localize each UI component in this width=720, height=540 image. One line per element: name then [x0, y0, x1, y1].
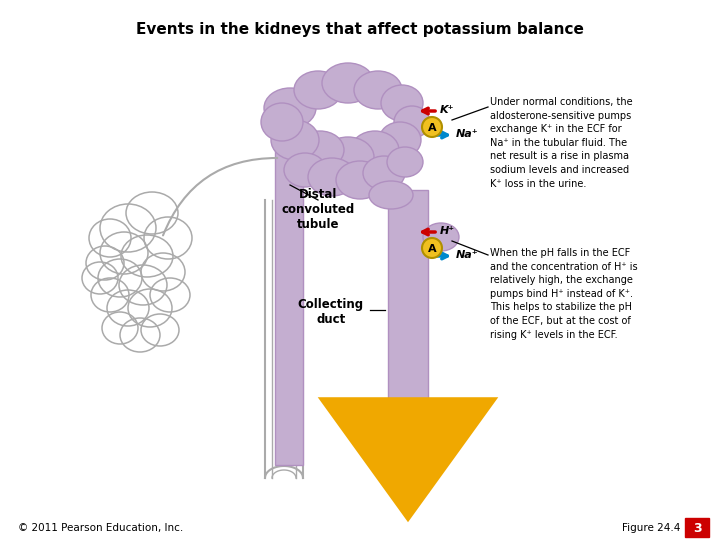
- Ellipse shape: [261, 103, 303, 141]
- Ellipse shape: [354, 71, 402, 109]
- Circle shape: [422, 117, 442, 137]
- Ellipse shape: [394, 106, 430, 138]
- Text: H⁺: H⁺: [440, 226, 455, 236]
- Ellipse shape: [363, 156, 405, 190]
- Ellipse shape: [322, 63, 374, 103]
- Text: © 2011 Pearson Education, Inc.: © 2011 Pearson Education, Inc.: [18, 523, 184, 533]
- Ellipse shape: [271, 120, 319, 160]
- Text: Distal
convoluted
tubule: Distal convoluted tubule: [282, 188, 355, 231]
- Ellipse shape: [284, 153, 326, 187]
- Ellipse shape: [351, 131, 399, 169]
- Ellipse shape: [322, 137, 374, 177]
- Text: Na⁺: Na⁺: [456, 250, 479, 260]
- Text: A: A: [428, 244, 436, 254]
- Text: Collecting
duct: Collecting duct: [298, 298, 364, 326]
- Text: A: A: [428, 123, 436, 133]
- Ellipse shape: [381, 85, 423, 121]
- Ellipse shape: [423, 223, 459, 251]
- Ellipse shape: [336, 161, 384, 199]
- Ellipse shape: [387, 147, 423, 177]
- FancyBboxPatch shape: [685, 518, 709, 537]
- Text: When the pH falls in the ECF
and the concentration of H⁺ is
relatively high, the: When the pH falls in the ECF and the con…: [490, 248, 638, 340]
- Ellipse shape: [308, 158, 356, 196]
- Circle shape: [422, 238, 442, 258]
- Text: Na⁺: Na⁺: [456, 129, 479, 139]
- Text: 3: 3: [693, 522, 701, 535]
- Ellipse shape: [296, 131, 344, 169]
- Text: K⁺: K⁺: [440, 105, 454, 115]
- FancyBboxPatch shape: [275, 125, 303, 465]
- Ellipse shape: [379, 122, 421, 158]
- Ellipse shape: [294, 71, 342, 109]
- Ellipse shape: [264, 88, 316, 128]
- FancyBboxPatch shape: [388, 190, 428, 492]
- Text: Under normal conditions, the
aldosterone-sensitive pumps
exchange K⁺ in the ECF : Under normal conditions, the aldosterone…: [490, 97, 633, 188]
- Text: Events in the kidneys that affect potassium balance: Events in the kidneys that affect potass…: [136, 22, 584, 37]
- Ellipse shape: [369, 181, 413, 209]
- Text: Figure 24.4: Figure 24.4: [622, 523, 680, 533]
